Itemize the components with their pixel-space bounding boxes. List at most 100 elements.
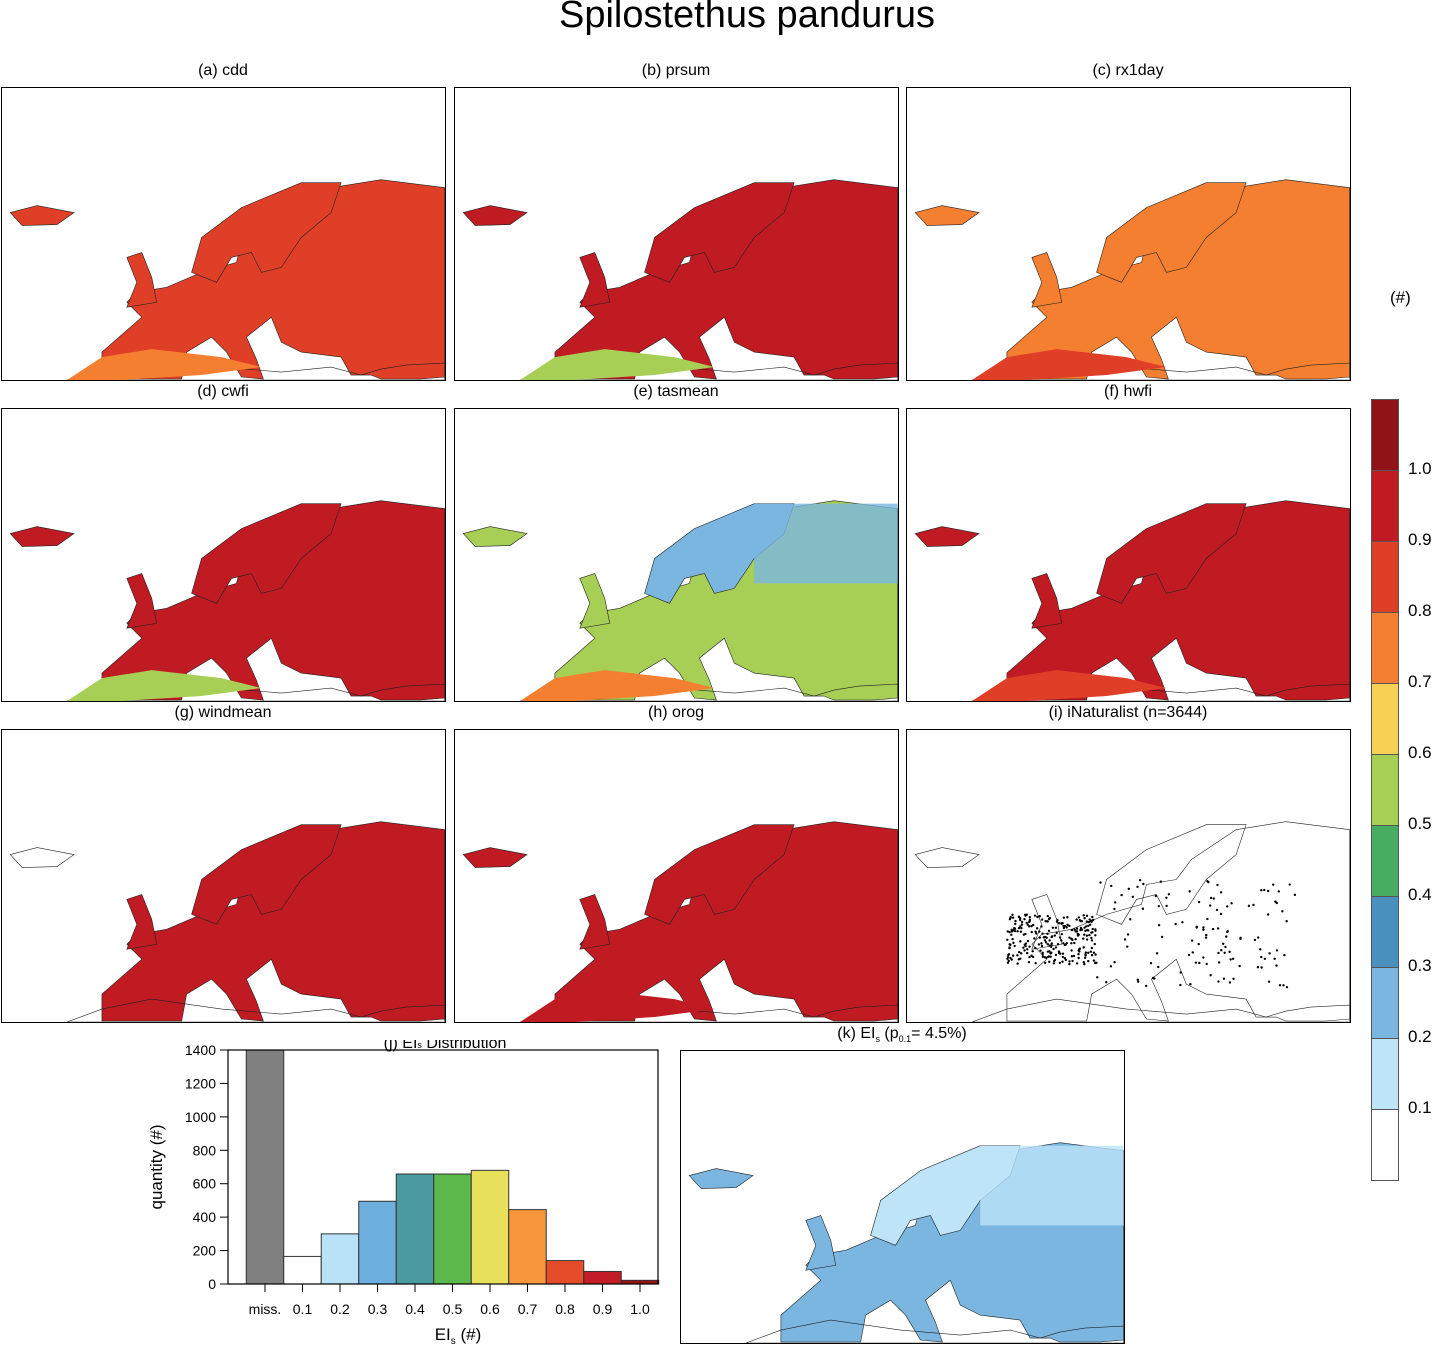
observation-dot [1217, 927, 1219, 929]
observation-dot [1213, 897, 1215, 899]
observation-dot [1264, 958, 1266, 960]
panel-k-label: (k) EIs (p0.1= 4.5%) [680, 1025, 1124, 1044]
colorbar-swatch [1371, 896, 1399, 968]
observation-dot [1047, 956, 1049, 958]
panel-label: (i) iNaturalist (n=3644) [906, 704, 1350, 722]
observation-dot [1126, 945, 1128, 947]
panel-label: (f) hwfi [906, 383, 1350, 401]
observation-dot [1257, 966, 1259, 968]
observation-dot [1045, 941, 1047, 943]
observation-dot [1202, 928, 1204, 930]
observation-dot [1014, 920, 1016, 922]
british-isles [580, 894, 610, 949]
observation-dot [1019, 917, 1021, 919]
observation-dot [1034, 914, 1036, 916]
observation-dot [1068, 925, 1070, 927]
observation-dot [1009, 944, 1011, 946]
british-isles [580, 573, 610, 628]
observation-dot [1008, 953, 1010, 955]
observation-dot [1041, 945, 1043, 947]
observation-dot [1087, 960, 1089, 962]
observation-dot [1294, 894, 1296, 896]
observation-dot [1209, 904, 1211, 906]
observation-dot [1282, 984, 1284, 986]
observation-dot [1063, 916, 1065, 918]
observation-dot [1020, 927, 1022, 929]
map-svg [2, 730, 445, 1022]
observation-dot [1224, 946, 1226, 948]
observation-dot [1080, 927, 1082, 929]
observation-dot [1076, 927, 1078, 929]
y-tick-label: 1000 [185, 1109, 216, 1125]
british-isles [806, 1215, 836, 1270]
colorbar-swatch [1371, 683, 1399, 755]
map-panel [1, 408, 446, 702]
observation-dot [1035, 932, 1037, 934]
observation-dot [1228, 951, 1230, 953]
observation-dot [1248, 905, 1250, 907]
observation-dot [1038, 930, 1040, 932]
y-tick-label: 200 [193, 1243, 217, 1259]
observation-dot [1020, 930, 1022, 932]
british-isles [127, 894, 157, 949]
colorbar-tick-label: 0.3 [1408, 956, 1432, 976]
observation-dot [1055, 954, 1057, 956]
observation-dot [1191, 939, 1193, 941]
observation-dot [1039, 936, 1041, 938]
observation-dot [1091, 916, 1093, 918]
map-panel [454, 729, 899, 1023]
x-tick-label: 0.6 [480, 1301, 500, 1317]
observation-dot [1055, 927, 1057, 929]
observation-dot [1063, 927, 1065, 929]
observation-dot [1168, 893, 1170, 895]
observation-dot [1091, 947, 1093, 949]
observation-dot [1110, 885, 1112, 887]
x-tick-label: 0.2 [330, 1301, 350, 1317]
observation-dot [1263, 889, 1265, 891]
observation-dot [1064, 925, 1066, 927]
british-isles [580, 252, 610, 307]
observation-dot [1157, 966, 1159, 968]
observation-dot [1278, 890, 1280, 892]
observation-dot [1023, 918, 1025, 920]
observation-dot [1068, 963, 1070, 965]
observation-dot [1021, 923, 1023, 925]
observation-dot [1011, 914, 1013, 916]
observation-dot [1054, 959, 1056, 961]
observation-dot [1082, 946, 1084, 948]
histogram-bar [584, 1271, 622, 1284]
observation-dot [1073, 955, 1075, 957]
observation-dot [1068, 936, 1070, 938]
observation-dot [1034, 947, 1036, 949]
observation-dot [1232, 958, 1234, 960]
x-tick-label: 0.3 [368, 1301, 388, 1317]
observation-dot [1189, 983, 1191, 985]
observation-dot [1010, 916, 1012, 918]
observation-dot [1031, 950, 1033, 952]
map-panel [454, 408, 899, 702]
colorbar-tick-label: 0.7 [1408, 672, 1432, 692]
observation-dot [1028, 920, 1030, 922]
map-svg [907, 730, 1350, 1022]
map-panel [906, 87, 1351, 381]
observation-dot [1088, 934, 1090, 936]
observation-dot [1192, 951, 1194, 953]
observation-dot [1070, 949, 1072, 951]
observation-dot [1059, 962, 1061, 964]
observation-dot [1238, 965, 1240, 967]
observation-dot [1062, 953, 1064, 955]
colorbar-swatch [1371, 470, 1399, 542]
observation-dot [1050, 936, 1052, 938]
colorbar-tick-label: 0.4 [1408, 885, 1432, 905]
observation-dot [1048, 961, 1050, 963]
observation-dot [1070, 938, 1072, 940]
observation-dot [1260, 966, 1262, 968]
observation-dot [1035, 962, 1037, 964]
observation-dot [1024, 943, 1026, 945]
observation-dot [1016, 954, 1018, 956]
observation-dot [1145, 985, 1147, 987]
observation-dot [1076, 930, 1078, 932]
iceland [10, 848, 74, 868]
observation-dot [1012, 954, 1014, 956]
observation-dot [1084, 957, 1086, 959]
